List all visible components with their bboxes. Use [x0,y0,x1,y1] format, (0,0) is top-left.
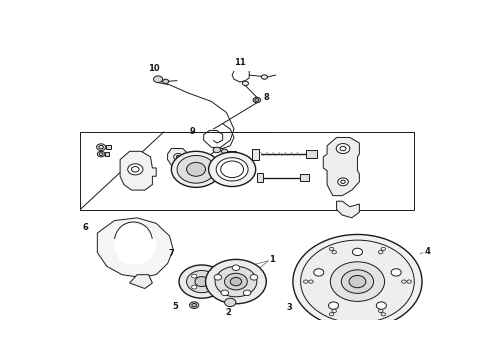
Circle shape [215,266,257,297]
Polygon shape [300,174,309,181]
Circle shape [402,280,406,283]
Circle shape [338,178,348,186]
Circle shape [192,285,197,289]
Circle shape [190,302,199,309]
Polygon shape [306,150,317,158]
Polygon shape [168,149,189,168]
Circle shape [232,265,240,270]
Text: 2: 2 [225,307,231,316]
Circle shape [179,265,224,298]
Polygon shape [105,152,109,156]
Circle shape [336,144,350,153]
Circle shape [303,280,308,283]
Circle shape [352,248,363,256]
Circle shape [230,278,242,286]
Circle shape [309,280,313,283]
Text: 5: 5 [172,302,178,311]
Polygon shape [190,164,202,172]
Circle shape [332,251,337,254]
Text: 9: 9 [190,127,195,136]
Polygon shape [106,145,111,149]
Circle shape [187,270,217,293]
Circle shape [381,312,386,316]
Polygon shape [129,275,152,288]
Circle shape [224,298,236,306]
Circle shape [207,285,212,289]
Circle shape [332,309,337,312]
Circle shape [293,234,422,329]
Bar [80,132,415,210]
Text: 1: 1 [269,255,275,264]
Polygon shape [120,151,156,190]
Polygon shape [337,201,359,218]
Circle shape [153,76,163,82]
Circle shape [213,147,221,153]
Circle shape [349,275,366,288]
Circle shape [209,152,256,186]
Polygon shape [98,218,173,278]
Circle shape [216,158,248,181]
Polygon shape [252,149,259,159]
Circle shape [163,79,169,84]
Text: 8: 8 [264,93,269,102]
Circle shape [378,309,383,312]
Circle shape [195,276,209,287]
Circle shape [250,275,258,280]
Circle shape [342,270,373,293]
Circle shape [391,269,401,276]
Circle shape [177,156,215,183]
Circle shape [172,151,220,187]
Circle shape [330,262,385,301]
Circle shape [329,247,334,251]
Circle shape [206,260,267,304]
Circle shape [98,151,105,157]
Circle shape [381,247,386,251]
Circle shape [173,153,183,160]
Polygon shape [323,138,359,195]
Circle shape [97,144,106,150]
Circle shape [407,280,412,283]
Text: 7: 7 [169,249,174,258]
Circle shape [301,240,414,323]
Text: 4: 4 [425,247,431,256]
Circle shape [314,269,324,276]
Polygon shape [114,223,156,265]
Circle shape [376,302,387,309]
Text: 11: 11 [234,58,245,67]
Circle shape [192,274,197,278]
Circle shape [329,312,334,316]
Text: 6: 6 [83,223,89,232]
Circle shape [221,149,227,153]
Circle shape [243,81,248,86]
Text: 3: 3 [286,303,292,312]
Circle shape [244,290,251,296]
Circle shape [261,75,268,79]
Circle shape [328,302,339,309]
Text: 10: 10 [148,64,160,73]
Circle shape [221,290,228,296]
Circle shape [207,274,212,278]
Circle shape [187,162,206,176]
Circle shape [128,164,143,175]
Polygon shape [257,173,263,182]
Circle shape [224,273,247,290]
Circle shape [378,251,383,254]
Circle shape [214,275,221,280]
Polygon shape [228,151,236,154]
Circle shape [253,97,261,103]
